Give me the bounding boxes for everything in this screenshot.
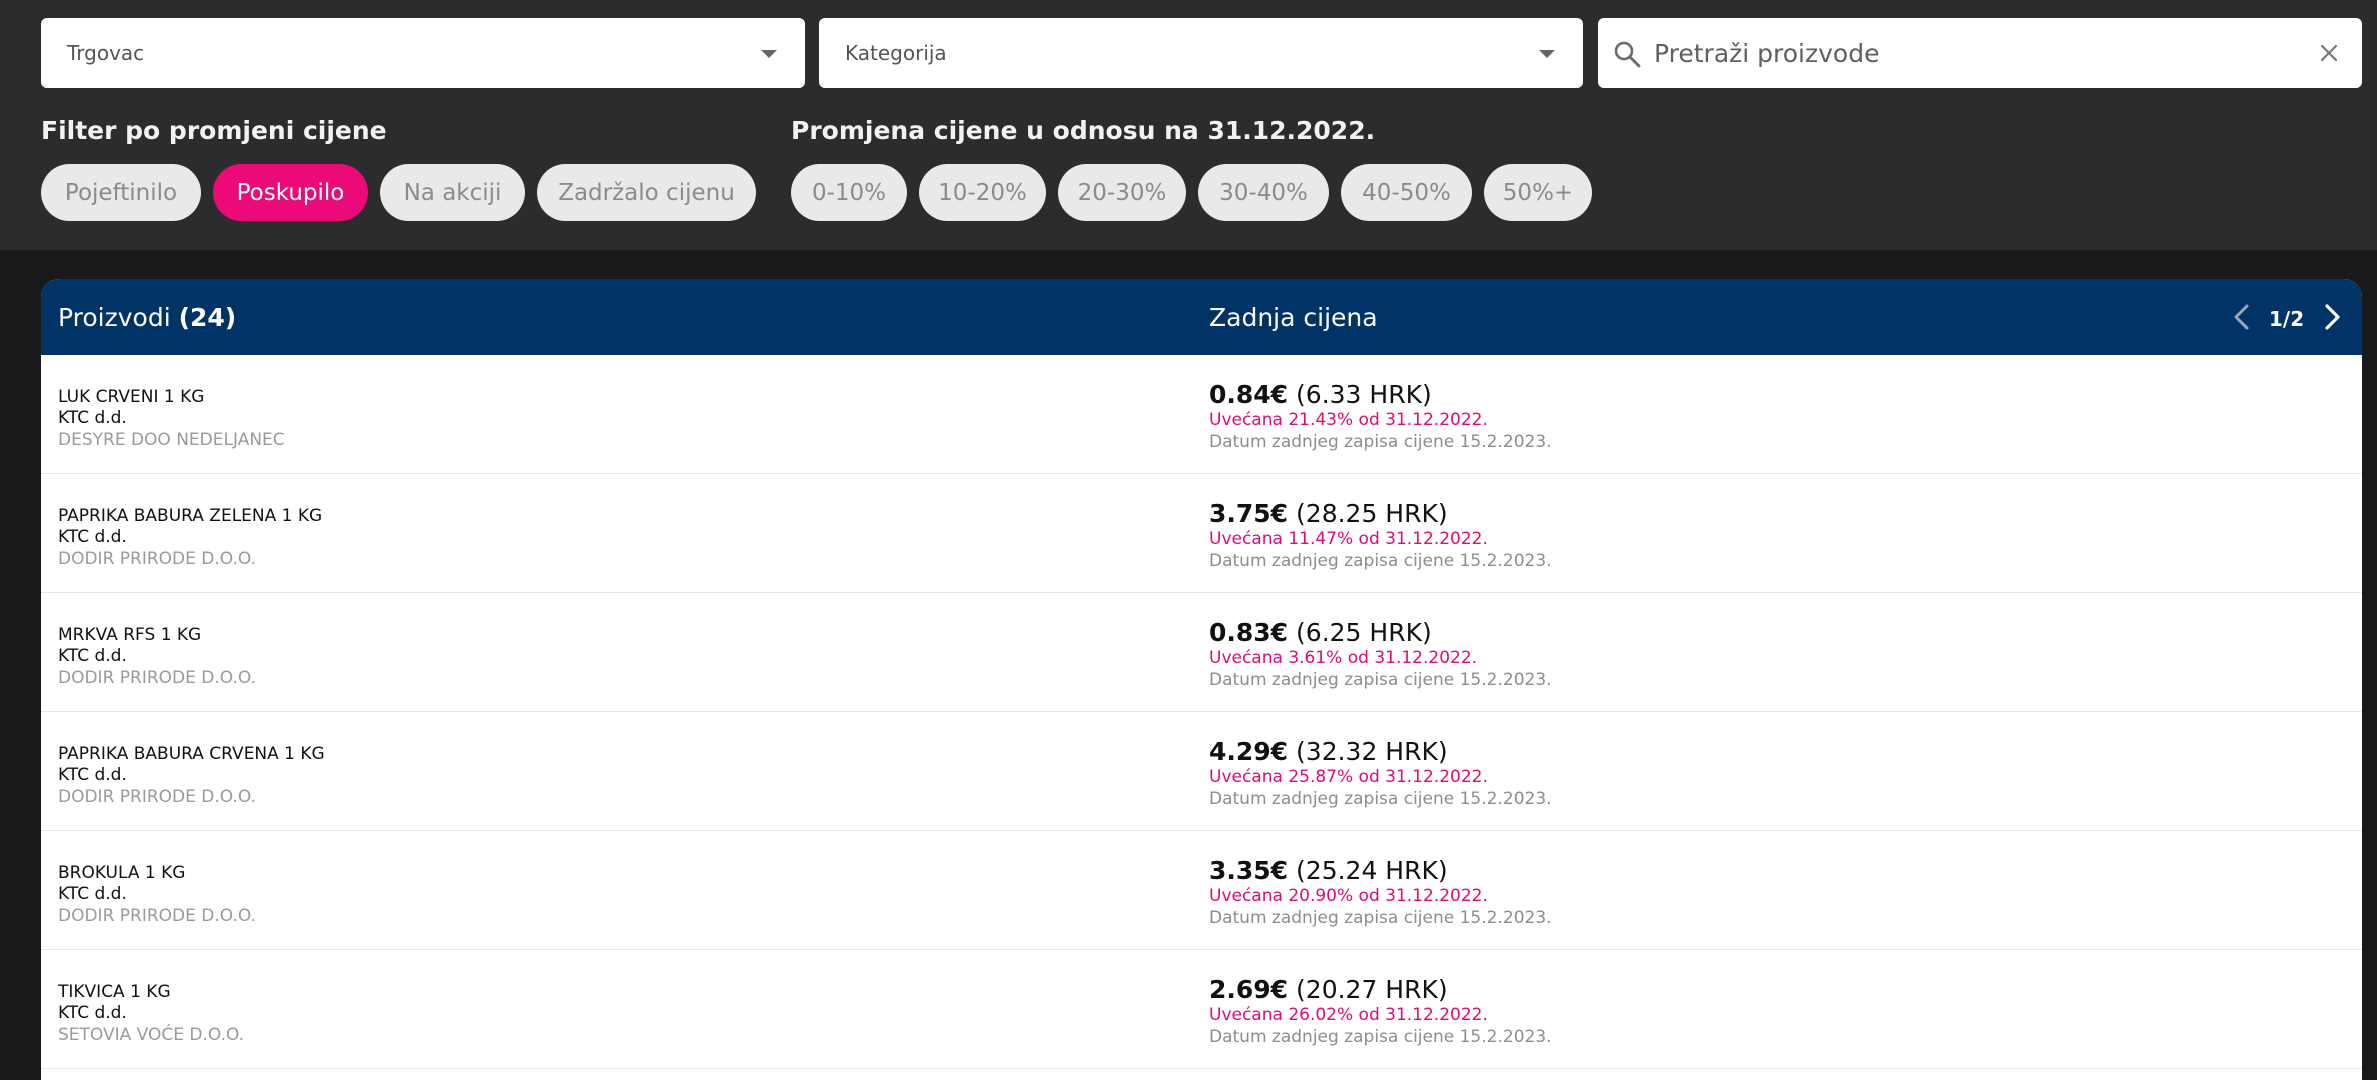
price-change: Uvećana 21.43% od 31.12.2022. [1209, 410, 1488, 430]
pagination-indicator: 1/2 [2269, 307, 2305, 331]
product-seller: KTC d.d. [58, 765, 127, 785]
search-icon [1614, 41, 1641, 68]
price-date: Datum zadnjeg zapisa cijene 15.2.2023. [1209, 1027, 1552, 1047]
filter-pill-same-price[interactable]: Zadržalo cijenu [537, 164, 756, 221]
table-row[interactable]: LUK CRVENI 1 KG KTC d.d. DESYRE DOO NEDE… [41, 355, 2362, 474]
price-date: Datum zadnjeg zapisa cijene 15.2.2023. [1209, 670, 1552, 690]
range-pill-20-30[interactable]: 20-30% [1058, 164, 1186, 221]
product-seller: KTC d.d. [58, 646, 127, 666]
price-change-filter-label: Filter po promjeni cijene [41, 116, 387, 145]
price-eur: 3.35€ [1209, 856, 1289, 885]
range-pill-50-plus[interactable]: 50%+ [1484, 164, 1592, 221]
product-name: PAPRIKA BABURA CRVENA 1 KG [58, 744, 325, 764]
product-supplier: DESYRE DOO NEDELJANEC [58, 430, 285, 450]
products-heading-label: Proizvodi [58, 303, 171, 332]
chevron-right-icon[interactable] [2316, 301, 2348, 333]
price-change: Uvećana 26.02% od 31.12.2022. [1209, 1005, 1488, 1025]
table-row[interactable]: BROKULA 1 KG KTC d.d. DODIR PRIRODE D.O.… [41, 831, 2362, 950]
filter-pill-more-expensive[interactable]: Poskupilo [213, 164, 368, 221]
product-seller: KTC d.d. [58, 1003, 127, 1023]
close-icon[interactable] [2318, 42, 2340, 64]
price-eur: 0.84€ [1209, 380, 1289, 409]
product-supplier: DODIR PRIRODE D.O.O. [58, 668, 256, 688]
products-table: Proizvodi (24) Zadnja cijena 1/2 LUK CRV… [41, 279, 2362, 1080]
filter-pill-on-sale[interactable]: Na akciji [380, 164, 525, 221]
products-count: (24) [178, 303, 237, 332]
product-name: MRKVA RFS 1 KG [58, 625, 202, 645]
range-pill-0-10[interactable]: 0-10% [791, 164, 907, 221]
filter-pill-cheaper[interactable]: Pojeftinilo [41, 164, 201, 221]
product-price: 3.35€ (25.24 HRK) [1209, 856, 1448, 885]
price-hrk: (6.33 HRK) [1296, 380, 1432, 409]
price-date: Datum zadnjeg zapisa cijene 15.2.2023. [1209, 432, 1552, 452]
product-supplier: DODIR PRIRODE D.O.O. [58, 787, 256, 807]
filter-panel: Trgovac Kategorija Filter po promjeni ci… [0, 0, 2377, 250]
relative-change-filter-label: Promjena cijene u odnosu na 31.12.2022. [791, 116, 1376, 145]
products-heading: Proizvodi (24) [58, 303, 236, 332]
product-name: TIKVICA 1 KG [58, 982, 171, 1002]
product-supplier: DODIR PRIRODE D.O.O. [58, 549, 256, 569]
last-price-heading: Zadnja cijena [1209, 303, 1378, 332]
chevron-down-icon [761, 50, 777, 58]
range-pill-10-20[interactable]: 10-20% [919, 164, 1046, 221]
product-seller: KTC d.d. [58, 884, 127, 904]
price-change: Uvećana 3.61% od 31.12.2022. [1209, 648, 1478, 668]
price-change: Uvećana 11.47% od 31.12.2022. [1209, 529, 1488, 549]
price-hrk: (20.27 HRK) [1296, 975, 1448, 1004]
table-row[interactable]: PAPRIKA BABURA CRVENA 1 KG KTC d.d. DODI… [41, 712, 2362, 831]
price-hrk: (28.25 HRK) [1296, 499, 1448, 528]
price-eur: 3.75€ [1209, 499, 1289, 528]
product-name: PAPRIKA BABURA ZELENA 1 KG [58, 506, 323, 526]
product-name: LUK CRVENI 1 KG [58, 387, 205, 407]
product-price: 2.69€ (20.27 HRK) [1209, 975, 1448, 1004]
range-pill-30-40[interactable]: 30-40% [1198, 164, 1329, 221]
price-hrk: (32.32 HRK) [1296, 737, 1448, 766]
merchant-select-value: Trgovac [67, 41, 145, 65]
price-change: Uvećana 25.87% od 31.12.2022. [1209, 767, 1488, 787]
product-name: BROKULA 1 KG [58, 863, 186, 883]
chevron-left-icon[interactable] [2227, 301, 2259, 333]
price-date: Datum zadnjeg zapisa cijene 15.2.2023. [1209, 551, 1552, 571]
product-seller: KTC d.d. [58, 408, 127, 428]
table-row[interactable]: MRKVA RFS 1 KG KTC d.d. DODIR PRIRODE D.… [41, 593, 2362, 712]
category-select-value: Kategorija [845, 41, 947, 65]
price-hrk: (25.24 HRK) [1296, 856, 1448, 885]
product-price: 0.83€ (6.25 HRK) [1209, 618, 1432, 647]
product-price: 3.75€ (28.25 HRK) [1209, 499, 1448, 528]
range-pill-40-50[interactable]: 40-50% [1341, 164, 1472, 221]
table-row[interactable]: PAPRIKA BABURA ZELENA 1 KG KTC d.d. DODI… [41, 474, 2362, 593]
price-change: Uvećana 20.90% od 31.12.2022. [1209, 886, 1488, 906]
product-price: 4.29€ (32.32 HRK) [1209, 737, 1448, 766]
merchant-select[interactable]: Trgovac [41, 18, 805, 88]
price-hrk: (6.25 HRK) [1296, 618, 1432, 647]
price-eur: 2.69€ [1209, 975, 1289, 1004]
category-select[interactable]: Kategorija [819, 18, 1583, 88]
table-row[interactable]: TIKVICA 1 KG KTC d.d. SETOVIA VOĆE D.O.O… [41, 950, 2362, 1069]
search-input[interactable] [1654, 38, 2274, 68]
product-price: 0.84€ (6.33 HRK) [1209, 380, 1432, 409]
price-eur: 0.83€ [1209, 618, 1289, 647]
price-eur: 4.29€ [1209, 737, 1289, 766]
product-supplier: SETOVIA VOĆE D.O.O. [58, 1025, 245, 1045]
chevron-down-icon [1539, 50, 1555, 58]
search-box [1598, 18, 2362, 88]
price-date: Datum zadnjeg zapisa cijene 15.2.2023. [1209, 789, 1552, 809]
price-date: Datum zadnjeg zapisa cijene 15.2.2023. [1209, 908, 1552, 928]
product-supplier: DODIR PRIRODE D.O.O. [58, 906, 256, 926]
table-header: Proizvodi (24) Zadnja cijena 1/2 [41, 279, 2362, 355]
product-seller: KTC d.d. [58, 527, 127, 547]
